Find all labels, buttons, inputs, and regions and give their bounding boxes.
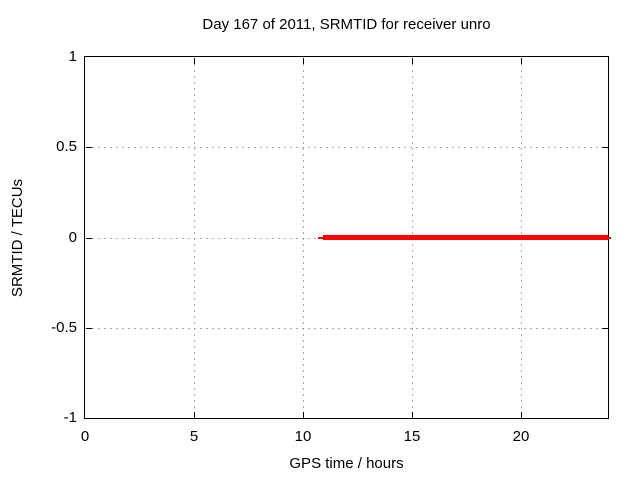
- grid-line-horizontal: [86, 328, 607, 329]
- y-tick-label: 1: [68, 48, 77, 65]
- x-tick-label: 0: [80, 428, 90, 445]
- x-tick-mark-top: [303, 58, 304, 64]
- x-tick-mark-bottom: [521, 412, 522, 418]
- y-tick-mark-right: [602, 328, 608, 329]
- x-tick-mark-top: [521, 58, 522, 64]
- x-axis-label: GPS time / hours: [289, 455, 404, 472]
- x-tick-mark-bottom: [412, 412, 413, 418]
- y-tick-label: 0.5: [56, 138, 77, 155]
- chart-title: Day 167 of 2011, SRMTID for receiver unr…: [202, 16, 491, 33]
- y-tick-mark-left: [86, 328, 92, 329]
- x-tick-mark-top: [194, 58, 195, 64]
- y-tick-label: -0.5: [51, 319, 77, 336]
- y-tick-mark-right: [602, 147, 608, 148]
- x-tick-mark-bottom: [194, 412, 195, 418]
- x-tick-mark-bottom: [303, 412, 304, 418]
- x-tick-label: 5: [189, 428, 199, 445]
- x-tick-label: 10: [294, 428, 312, 445]
- x-tick-label: 20: [512, 428, 530, 445]
- x-tick-label: 15: [403, 428, 421, 445]
- y-tick-mark-left: [86, 147, 92, 148]
- y-tick-label: -1: [63, 409, 77, 426]
- x-tick-mark-top: [412, 58, 413, 64]
- series-line: [323, 235, 608, 240]
- grid-line-horizontal: [86, 147, 607, 148]
- y-tick-mark-left: [86, 238, 92, 239]
- y-tick-label: 0: [68, 229, 77, 246]
- grid-line-vertical: [194, 58, 195, 417]
- grid-line-vertical: [303, 58, 304, 417]
